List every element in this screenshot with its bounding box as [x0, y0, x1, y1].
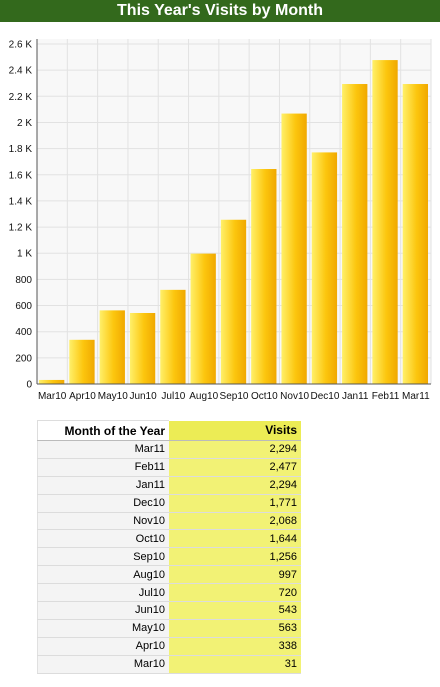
month-cell: Mar11 — [37, 440, 169, 459]
visits-table: Month of the Year Visits Mar11 2,294 Feb11… — [37, 420, 301, 674]
bar — [220, 219, 247, 384]
bar — [69, 339, 95, 384]
table-header-row: Month of the Year Visits — [37, 420, 301, 441]
y-tick-label: 0 — [26, 380, 32, 391]
y-tick-label: 2.2 K — [9, 92, 33, 103]
bar — [39, 379, 65, 384]
bar — [372, 60, 398, 384]
table-row: Mar10 31 — [37, 655, 301, 674]
visits-cell: 720 — [169, 583, 301, 603]
bars — [39, 60, 428, 385]
x-tick-label: Aug10 — [189, 391, 218, 402]
month-cell: Dec10 — [37, 494, 169, 513]
x-tick-label: Jul10 — [161, 391, 185, 402]
month-cell: Jul10 — [37, 583, 169, 603]
y-tick-label: 200 — [15, 353, 32, 364]
y-tick-label: 2.6 K — [9, 40, 33, 51]
bar — [129, 312, 156, 384]
visits-cell: 338 — [169, 637, 301, 656]
y-tick-label: 1.4 K — [9, 196, 33, 207]
month-cell: Feb11 — [37, 458, 169, 477]
visits-cell: 997 — [169, 565, 301, 585]
bar — [160, 289, 186, 384]
column-header-visits: Visits — [169, 420, 301, 441]
x-tick-label: Jun10 — [129, 391, 157, 402]
visits-cell: 2,068 — [169, 512, 301, 531]
table-row: May10 563 — [37, 619, 301, 638]
visits-cell: 1,771 — [169, 494, 301, 513]
month-cell: Sep10 — [37, 547, 169, 567]
x-tick-label: Jan11 — [342, 391, 369, 402]
x-tick-labels: Mar10 Apr10 May10 Jun10 Jul10 Aug10 Sep10 Oct10… — [38, 391, 430, 402]
y-tick-label: 2.4 K — [9, 66, 33, 77]
y-tick-label: 1.8 K — [9, 144, 33, 155]
table-row: Nov10 2,068 — [37, 512, 301, 531]
visits-cell: 563 — [169, 619, 301, 638]
month-cell: Mar10 — [37, 655, 169, 674]
x-tick-label: Mar11 — [402, 391, 430, 402]
table-row: Aug10 997 — [37, 565, 301, 585]
x-tick-label: Oct10 — [251, 391, 278, 402]
bar-chart: 0 200 400 600 800 1 K 1.2 K 1.4 K 1.6 K 1.8 K 2 K 2… — [9, 39, 432, 402]
visits-cell: 2,477 — [169, 458, 301, 477]
visits-cell: 543 — [169, 601, 301, 620]
table-row: Jul10 720 — [37, 583, 301, 603]
y-tick-label: 2 K — [17, 118, 32, 129]
x-tick-label: Dec10 — [310, 391, 339, 402]
x-tick-label: Sep10 — [220, 391, 249, 402]
x-tick-label: Nov10 — [280, 391, 309, 402]
bar — [402, 84, 428, 384]
y-tick-labels: 0 200 400 600 800 1 K 1.2 K 1.4 K 1.6 K 1.8 K 2 K 2… — [9, 40, 33, 391]
table-row: Mar11 2,294 — [37, 440, 301, 459]
axes — [36, 39, 431, 385]
y-tick-label: 400 — [15, 327, 32, 338]
x-tick-label: Mar10 — [38, 391, 67, 402]
month-cell: Aug10 — [37, 565, 169, 585]
month-cell: Jun10 — [37, 601, 169, 620]
chart-title: This Year's Visits by Month — [0, 0, 440, 22]
table-row: Sep10 1,256 — [37, 547, 301, 567]
month-cell: Oct10 — [37, 529, 169, 549]
visits-cell: 1,644 — [169, 529, 301, 549]
x-tick-label: Apr10 — [69, 391, 96, 402]
table-row: Jun10 543 — [37, 601, 301, 620]
x-tick-label: Feb11 — [372, 391, 400, 402]
bar — [99, 310, 125, 384]
month-cell: Nov10 — [37, 512, 169, 531]
y-tick-label: 600 — [15, 301, 32, 312]
visits-cell: 1,256 — [169, 547, 301, 567]
bar — [190, 253, 216, 384]
bar — [311, 152, 338, 384]
month-cell: May10 — [37, 619, 169, 638]
visits-cell: 2,294 — [169, 440, 301, 459]
y-tick-label: 800 — [15, 275, 32, 286]
table-row: Feb11 2,477 — [37, 458, 301, 477]
column-header-month: Month of the Year — [37, 420, 169, 441]
y-tick-label: 1 K — [17, 249, 32, 260]
bar — [281, 113, 307, 385]
table-body: Mar11 2,294 Feb11 2,477 Jan11 2,294 Dec10 1,771… — [37, 440, 301, 674]
bar — [342, 84, 368, 384]
table-row: Jan11 2,294 — [37, 476, 301, 495]
table-row: Oct10 1,644 — [37, 529, 301, 549]
visits-cell: 31 — [169, 655, 301, 674]
y-tick-label: 1.6 K — [9, 170, 33, 181]
month-cell: Apr10 — [37, 637, 169, 656]
table-row: Dec10 1,771 — [37, 494, 301, 513]
table-row: Apr10 338 — [37, 637, 301, 656]
visits-cell: 2,294 — [169, 476, 301, 495]
month-cell: Jan11 — [37, 476, 169, 495]
y-tick-label: 1.2 K — [9, 223, 33, 234]
x-tick-label: May10 — [98, 391, 128, 402]
bar — [251, 169, 277, 384]
